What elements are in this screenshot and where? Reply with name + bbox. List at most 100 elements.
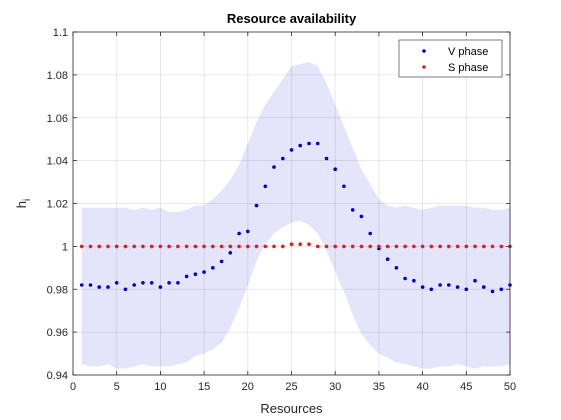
- data-point: [429, 244, 434, 249]
- data-point: [333, 244, 338, 249]
- data-point: [307, 242, 311, 246]
- data-point: [97, 285, 101, 289]
- data-point: [482, 285, 486, 289]
- confidence-band: [81, 62, 510, 369]
- data-point: [333, 167, 338, 171]
- data-point: [298, 143, 303, 148]
- legend-label-v-phase: V phase: [448, 46, 488, 58]
- data-point: [298, 242, 303, 246]
- data-point: [464, 287, 469, 292]
- x-tick-label: 15: [198, 381, 210, 393]
- data-point: [455, 285, 460, 289]
- data-point: [490, 244, 495, 249]
- data-point: [490, 289, 495, 294]
- data-point: [149, 281, 154, 285]
- data-point: [114, 244, 119, 249]
- data-point: [315, 141, 320, 146]
- y-tick-label: 0.98: [47, 284, 68, 296]
- data-point: [132, 283, 136, 287]
- data-point: [193, 244, 198, 249]
- grid: [73, 32, 510, 375]
- x-tick-label: 0: [70, 381, 76, 393]
- data-point: [167, 244, 171, 249]
- data-point: [254, 244, 259, 249]
- data-point: [412, 278, 416, 283]
- x-tick-label: 5: [114, 381, 120, 393]
- data-point: [281, 244, 285, 249]
- data-point: [412, 244, 416, 249]
- data-point: [447, 244, 451, 249]
- data-point: [167, 281, 171, 285]
- y-tick-label: 1: [62, 241, 68, 253]
- data-point: [342, 184, 346, 189]
- data-point: [132, 244, 136, 249]
- chart-title: Resource availability: [227, 11, 357, 26]
- data-point: [263, 244, 268, 249]
- legend-marker-v-phase: [422, 49, 426, 53]
- x-tick-label: 40: [416, 381, 428, 393]
- data-point: [403, 244, 407, 249]
- data-point: [254, 203, 259, 208]
- data-point: [106, 244, 110, 249]
- data-point: [438, 244, 442, 249]
- data-point: [289, 242, 294, 246]
- data-point: [184, 244, 189, 249]
- data-point: [88, 283, 93, 287]
- data-point: [246, 244, 250, 249]
- data-point: [394, 244, 399, 249]
- data-point: [473, 244, 477, 249]
- data-point: [211, 266, 215, 270]
- y-axis-label-main: h: [14, 201, 29, 208]
- y-tick-label: 0.96: [47, 327, 68, 339]
- series-s-phase: [79, 242, 512, 249]
- data-point: [307, 141, 311, 146]
- data-point: [158, 244, 163, 249]
- data-point: [88, 244, 93, 249]
- data-point: [79, 283, 84, 287]
- x-tick-label: 25: [285, 381, 297, 393]
- data-point: [114, 281, 119, 285]
- data-point: [377, 244, 381, 249]
- data-point: [359, 244, 364, 249]
- y-tick-label: 0.94: [47, 370, 68, 382]
- data-point: [420, 285, 425, 289]
- data-point: [219, 259, 224, 264]
- data-point: [473, 278, 477, 283]
- data-point: [324, 244, 329, 249]
- y-tick-label: 1.02: [47, 199, 68, 211]
- data-point: [281, 156, 285, 161]
- data-point: [359, 214, 364, 219]
- data-point: [403, 276, 407, 281]
- data-point: [455, 244, 460, 249]
- x-tick-label: 20: [242, 381, 254, 393]
- data-point: [237, 231, 241, 236]
- data-point: [123, 244, 128, 249]
- data-point: [211, 244, 215, 249]
- data-point: [482, 244, 486, 249]
- data-point: [420, 244, 425, 249]
- x-tick-label: 45: [460, 381, 472, 393]
- data-point: [176, 244, 180, 249]
- data-point: [289, 148, 294, 152]
- data-point: [350, 244, 355, 249]
- data-point: [385, 244, 390, 249]
- data-point: [394, 266, 399, 270]
- data-point: [176, 281, 180, 285]
- legend-label-s-phase: S phase: [448, 62, 488, 74]
- data-point: [499, 287, 504, 292]
- data-point: [123, 287, 128, 292]
- data-point: [342, 244, 346, 249]
- data-point: [158, 285, 163, 289]
- data-point: [429, 287, 434, 292]
- y-tick-label: 1.06: [47, 113, 68, 125]
- axis-ticks: 0 5 10 15 20 25 30 35 40 45 50 0.94 0.96 0.98 1 1.02 1.0…: [47, 27, 517, 393]
- x-tick-label: 10: [154, 381, 166, 393]
- x-tick-label: 30: [329, 381, 341, 393]
- legend-box: [398, 39, 503, 78]
- data-point: [228, 251, 233, 255]
- y-axis-label-subscript: i: [22, 199, 33, 201]
- series-v-phase: [79, 141, 512, 294]
- data-point: [246, 229, 250, 234]
- data-point: [315, 244, 320, 249]
- data-point: [141, 281, 145, 285]
